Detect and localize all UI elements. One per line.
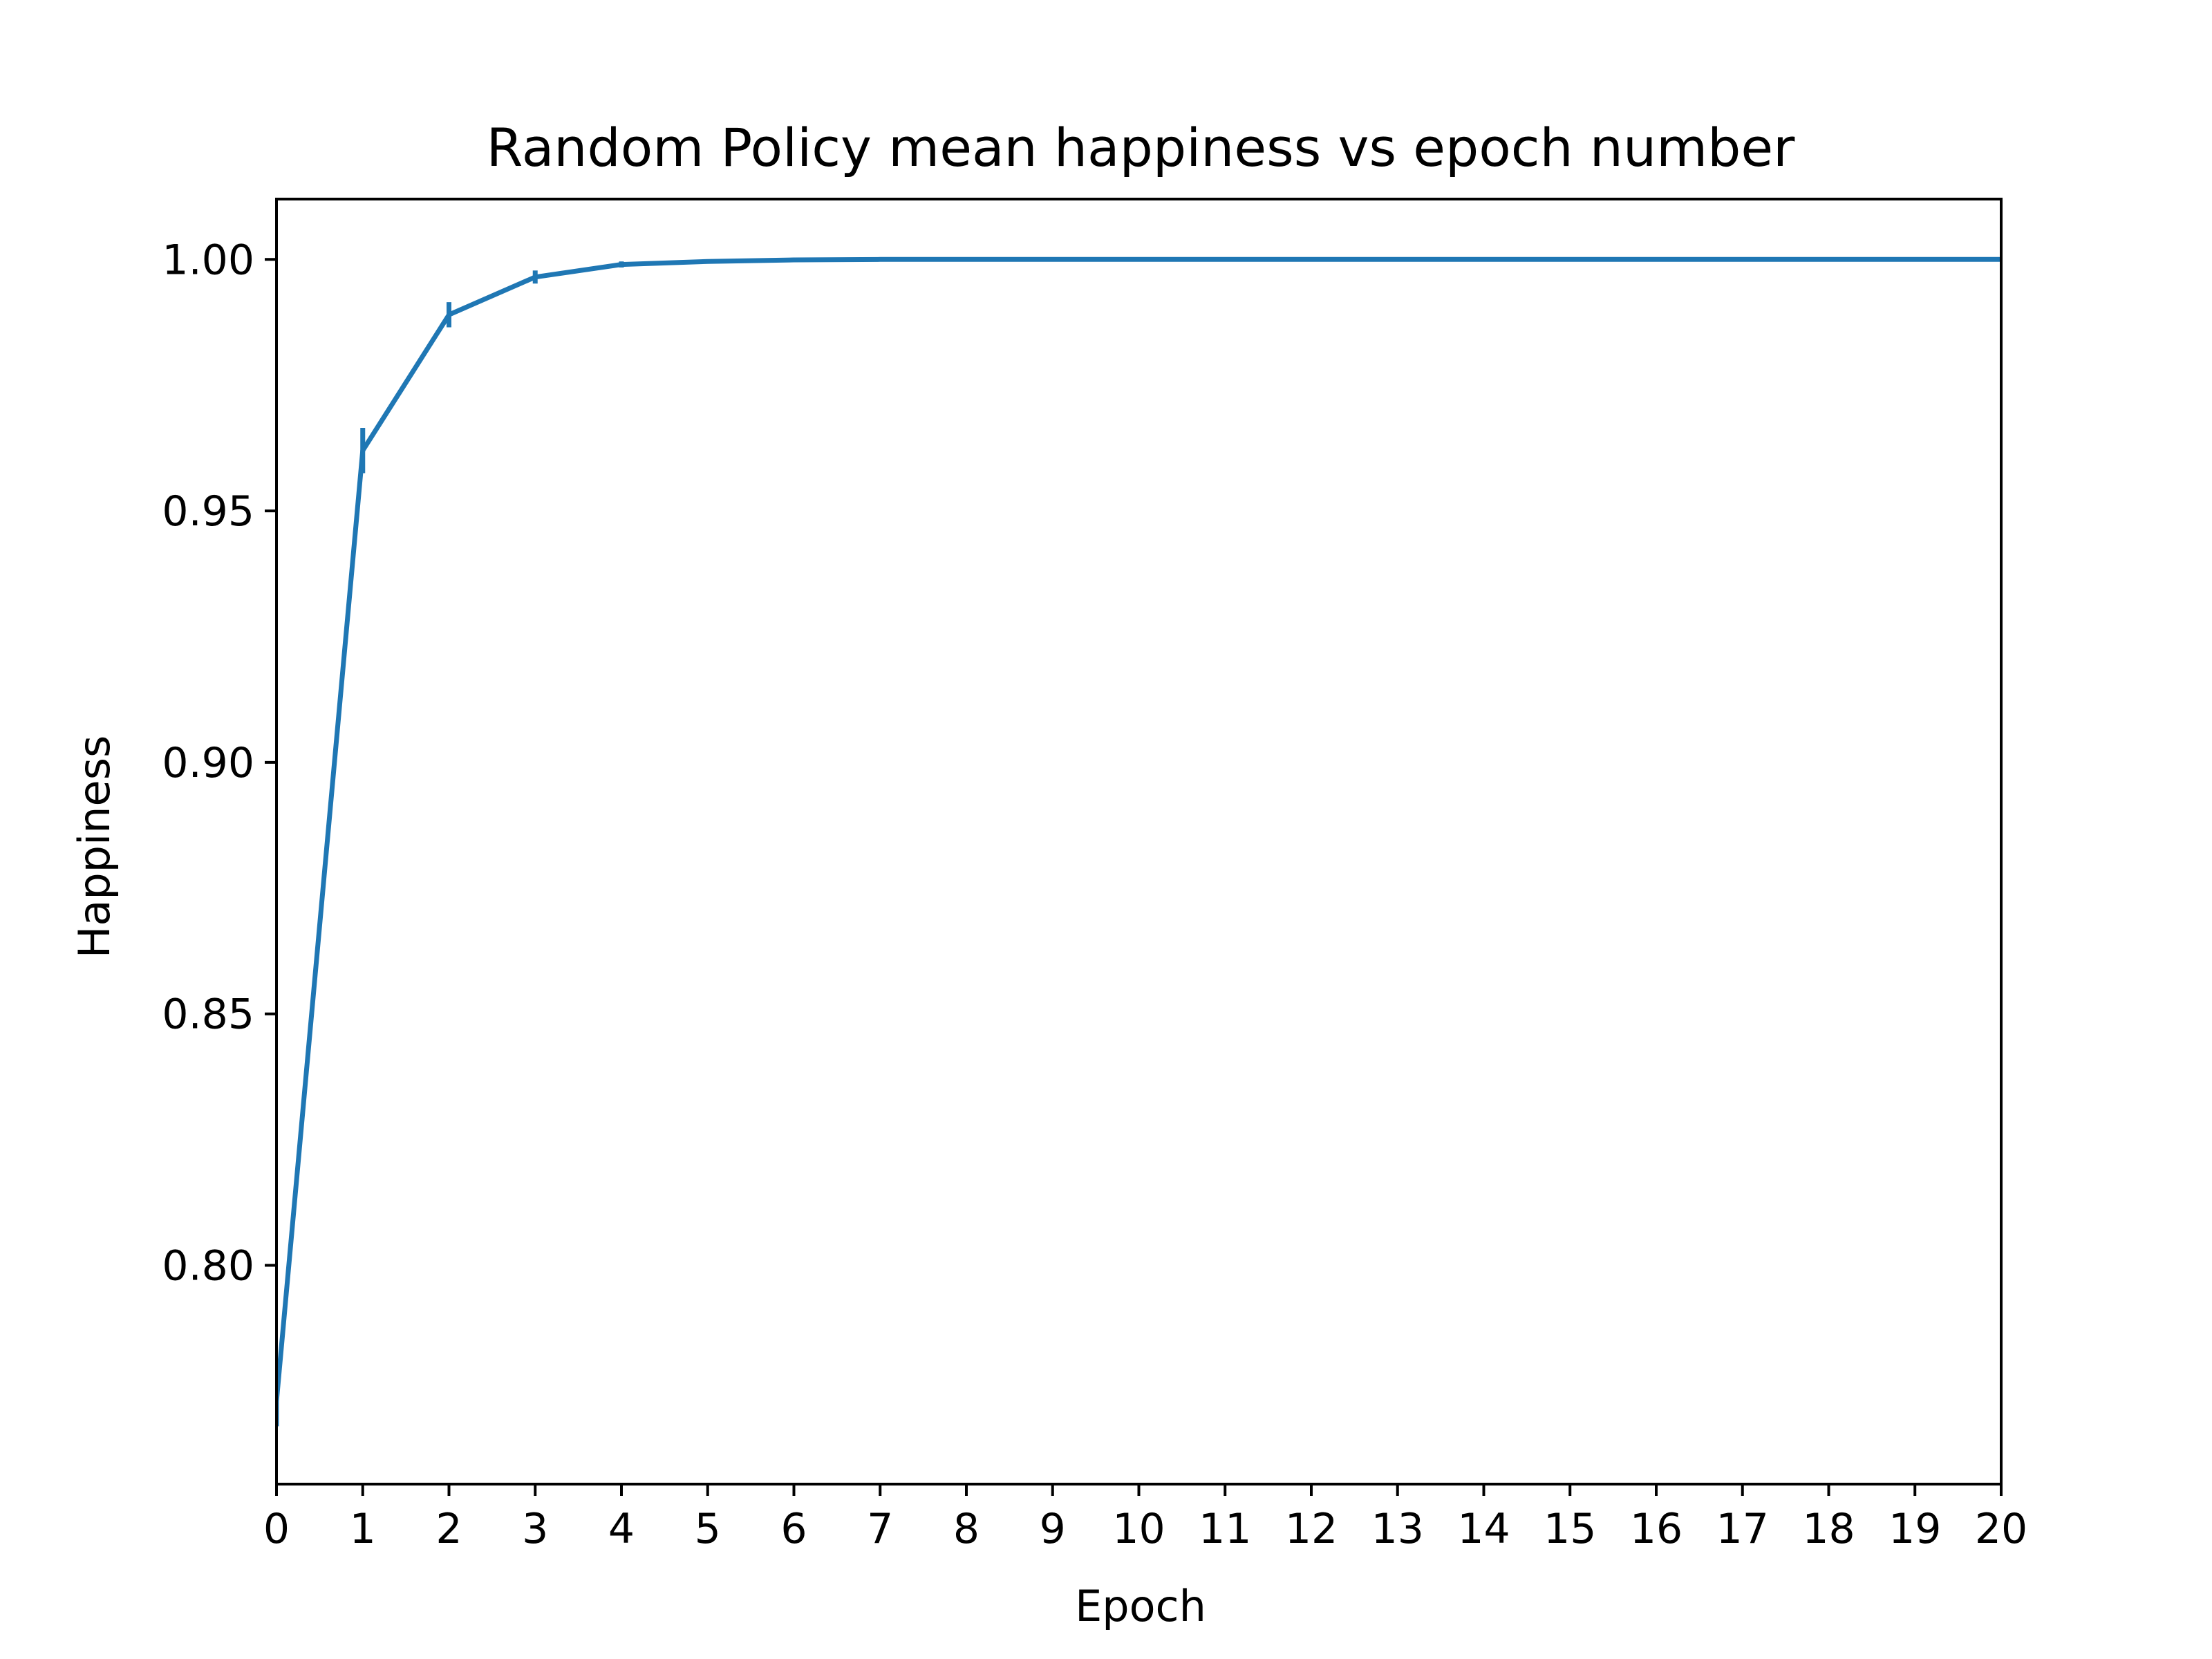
chart-title: Random Policy mean happiness vs epoch nu… bbox=[487, 117, 1796, 178]
y-axis-label: Happiness bbox=[69, 735, 120, 959]
x-tick-label: 19 bbox=[1888, 1505, 1941, 1553]
x-axis-label: Epoch bbox=[1075, 1581, 1206, 1631]
x-tick-label: 4 bbox=[608, 1505, 635, 1553]
x-tick-label: 18 bbox=[1802, 1505, 1855, 1553]
series-line bbox=[276, 256, 2001, 1402]
x-tick-label: 5 bbox=[695, 1505, 721, 1553]
x-tick-label: 15 bbox=[1544, 1505, 1596, 1553]
x-tick-label: 0 bbox=[263, 1505, 290, 1553]
x-tick-label: 11 bbox=[1199, 1505, 1251, 1553]
x-tick-label: 2 bbox=[435, 1505, 462, 1553]
x-tick-label: 17 bbox=[1716, 1505, 1769, 1553]
y-tick-label: 0.80 bbox=[162, 1241, 254, 1290]
x-tick-label: 8 bbox=[953, 1505, 980, 1553]
y-tick-label: 0.95 bbox=[162, 487, 254, 536]
x-tick-label: 7 bbox=[867, 1505, 893, 1553]
x-tick-label: 9 bbox=[1040, 1505, 1066, 1553]
x-tick-label: 10 bbox=[1112, 1505, 1165, 1553]
x-tick-label: 6 bbox=[780, 1505, 807, 1553]
x-tick-label: 12 bbox=[1285, 1505, 1338, 1553]
x-tick-label: 14 bbox=[1457, 1505, 1510, 1553]
x-tick-label: 1 bbox=[350, 1505, 376, 1553]
y-tick-label: 1.00 bbox=[162, 236, 254, 284]
plot-area: 0 1 2 3 4 5 6 7 8 9 10 11 12 13 14 15 16 17 18 19 200.800.85… bbox=[162, 198, 2027, 1553]
x-tick-label: 20 bbox=[1975, 1505, 2027, 1553]
x-tick-label: 16 bbox=[1630, 1505, 1683, 1553]
y-tick-label: 0.90 bbox=[162, 739, 254, 787]
y-tick-label: 0.85 bbox=[162, 991, 254, 1039]
x-tick-label: 3 bbox=[522, 1505, 548, 1553]
x-tick-label: 13 bbox=[1371, 1505, 1424, 1553]
